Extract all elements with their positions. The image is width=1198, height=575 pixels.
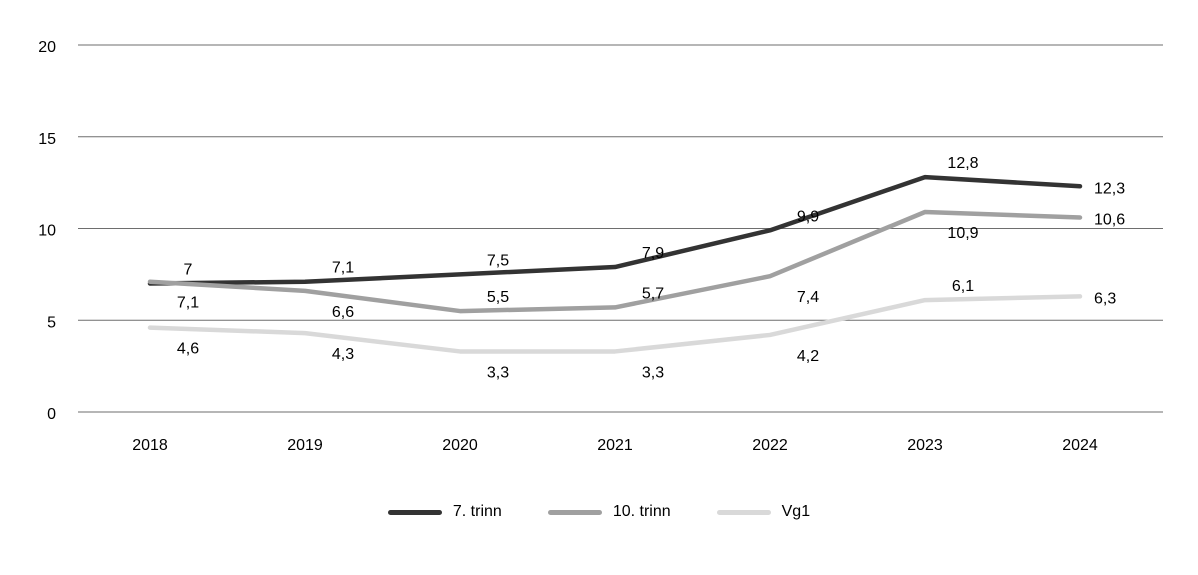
x-tick-label: 2024 [1062,437,1098,454]
data-label-10-trinn: 10,9 [947,225,978,242]
legend-label-7-trinn: 7. trinn [452,503,502,520]
data-label-7-trinn: 9,9 [797,208,819,225]
series-line-vg1 [147,294,1083,354]
y-tick-label: 15 [38,131,56,148]
data-label-vg1: 6,1 [952,278,974,295]
x-tick-label: 2020 [442,437,478,454]
y-tick-label: 5 [47,314,56,331]
data-label-10-trinn: 5,5 [487,289,509,306]
legend-swatch-7-trinn [387,509,442,515]
legend-label-vg1: Vg1 [781,503,811,520]
chart-legend: 7. trinn 10. trinn Vg1 [0,504,1198,520]
data-label-7-trinn: 7,9 [642,245,664,262]
x-tick-label: 2023 [907,437,943,454]
data-label-vg1: 3,3 [642,364,664,381]
data-label-7-trinn: 7,1 [332,260,354,277]
legend-item-vg1: Vg1 [716,503,811,520]
data-label-10-trinn: 6,6 [332,304,354,321]
y-tick-label: 10 [38,223,56,240]
data-label-10-trinn: 10,6 [1094,211,1125,228]
data-label-10-trinn: 5,7 [642,285,664,302]
data-label-vg1: 3,3 [487,364,509,381]
x-tick-label: 2019 [287,437,323,454]
data-label-7-trinn: 12,8 [947,155,978,172]
series-line-10-trinn [147,209,1083,314]
legend-swatch-10-trinn [547,509,602,515]
data-label-10-trinn: 7,1 [177,295,199,312]
legend-label-10-trinn: 10. trinn [612,503,671,520]
data-label-7-trinn: 7,5 [487,252,509,269]
legend-item-10-trinn: 10. trinn [547,503,671,520]
data-label-7-trinn: 12,3 [1094,180,1125,197]
line-chart-svg: 0 5 10 15 20 2018 2019 2020 2021 2022 2023 2024 7 7,1… [38,39,1163,454]
x-tick-label: 2022 [752,437,788,454]
legend-item-7-trinn: 7. trinn [387,503,502,520]
data-label-vg1: 4,3 [332,346,354,363]
data-label-vg1: 4,2 [797,348,819,365]
data-label-10-trinn: 7,4 [797,289,819,306]
x-tick-label: 2021 [597,437,633,454]
y-tick-label: 20 [38,39,56,56]
legend-swatch-vg1 [716,509,771,515]
data-label-vg1: 4,6 [177,341,199,358]
y-tick-label: 0 [47,406,56,423]
data-label-7-trinn: 7 [184,262,193,279]
series-line-7-trinn [147,174,1083,286]
x-tick-label: 2018 [132,437,168,454]
data-label-vg1: 6,3 [1094,290,1116,307]
